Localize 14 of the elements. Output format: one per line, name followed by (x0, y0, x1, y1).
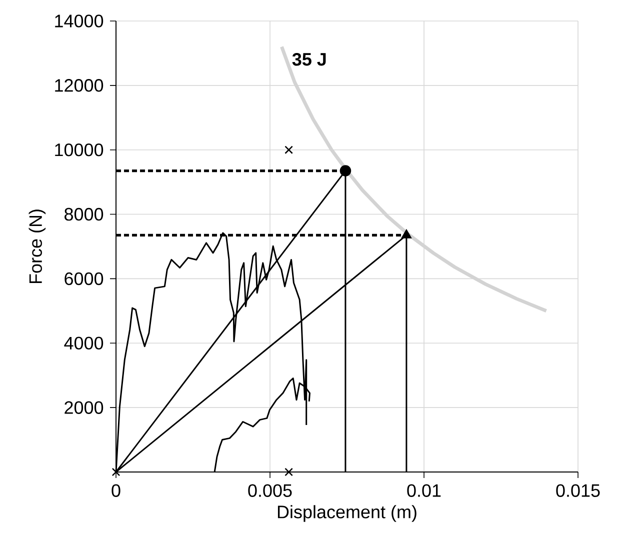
y-tick-label: 4000 (64, 336, 104, 350)
y-tick-label: 8000 (64, 208, 104, 221)
y-tick-label: 12000 (55, 79, 104, 92)
y-tick-label: 6000 (64, 272, 104, 286)
x-tick-label: 0.015 (556, 484, 600, 497)
x-tick-label: 0.005 (248, 484, 292, 497)
x-tick-label: 0.01 (407, 484, 441, 497)
y-tick-label: 10000 (55, 143, 104, 156)
y-tick-label: 14000 (55, 14, 104, 28)
annotation: 35 J (292, 52, 326, 66)
y-tick-label: 2000 (64, 401, 104, 414)
x-axis-title: Displacement (m) (278, 505, 416, 522)
y-axis-title: Force (N) (28, 210, 46, 284)
x-tick-label: 0 (112, 484, 120, 497)
